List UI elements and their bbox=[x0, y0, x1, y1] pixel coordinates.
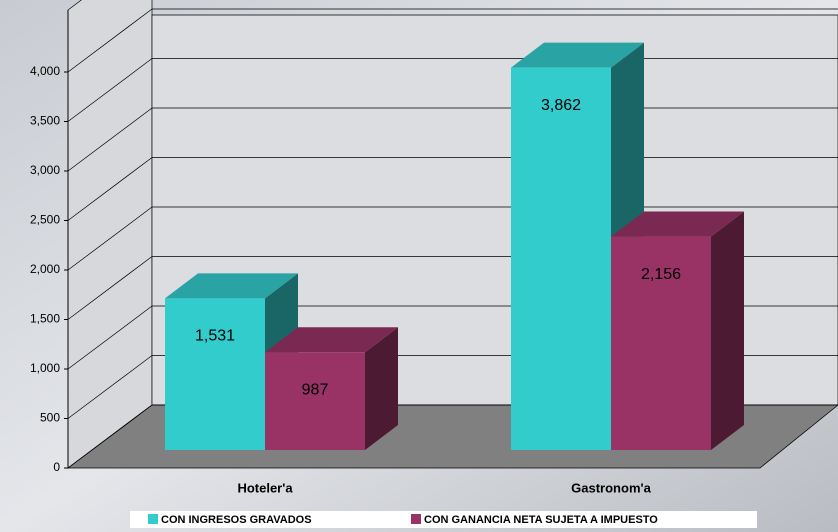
y-tick-label: 0 bbox=[53, 460, 60, 474]
data-label: 987 bbox=[302, 382, 329, 399]
y-tick-label: 2,000 bbox=[30, 262, 60, 276]
y-tick-label: 1,500 bbox=[30, 312, 60, 326]
bar-top bbox=[265, 327, 398, 353]
legend-swatch bbox=[411, 514, 421, 524]
bar-top bbox=[511, 42, 644, 68]
bar-top bbox=[165, 273, 298, 299]
legend bbox=[130, 511, 757, 528]
bar-top bbox=[611, 211, 744, 237]
grid-line bbox=[67, 157, 153, 221]
x-tick-label: Gastronom'a bbox=[571, 480, 651, 495]
data-label: 3,862 bbox=[541, 97, 581, 114]
grid-line bbox=[67, 355, 153, 419]
grid-line bbox=[67, 8, 153, 73]
bar-side bbox=[365, 327, 398, 450]
y-tick-label: 500 bbox=[40, 411, 60, 425]
y-tick-label: 3,000 bbox=[30, 163, 60, 177]
data-label: 2,156 bbox=[641, 266, 681, 283]
bar bbox=[611, 236, 711, 450]
grid-line bbox=[67, 58, 153, 122]
grid-line bbox=[67, 404, 153, 469]
legend-label: CON GANANCIA NETA SUJETA A IMPUESTO bbox=[424, 514, 658, 526]
side-wall bbox=[67, 0, 153, 469]
grid-line bbox=[67, 206, 153, 271]
grid-line bbox=[67, 256, 153, 320]
x-tick-label: Hoteler'a bbox=[237, 480, 293, 495]
y-tick-label: 1,000 bbox=[30, 361, 60, 375]
legend-swatch bbox=[148, 514, 158, 524]
bar bbox=[265, 352, 365, 450]
legend-label: CON INGRESOS GRAVADOS bbox=[161, 514, 312, 526]
data-label: 1,531 bbox=[195, 328, 235, 345]
bar bbox=[511, 67, 611, 451]
grid-line bbox=[67, 107, 153, 172]
bar bbox=[165, 298, 265, 450]
y-tick-label: 3,500 bbox=[30, 114, 60, 128]
y-tick-label: 4,000 bbox=[30, 64, 60, 78]
y-tick-label: 2,500 bbox=[30, 213, 60, 227]
grid-line bbox=[67, 305, 153, 370]
bar-side bbox=[711, 211, 744, 450]
